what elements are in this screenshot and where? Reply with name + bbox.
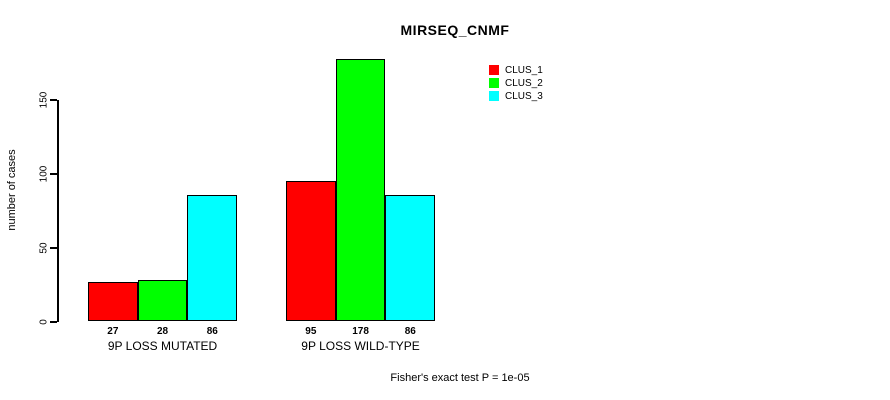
y-axis-tick <box>50 320 57 323</box>
legend-swatch <box>489 91 499 101</box>
bar-value-label: 178 <box>352 326 369 337</box>
bar-value-label: 28 <box>156 326 169 337</box>
y-axis-tick-label: 150 <box>38 91 50 109</box>
x-category-label: 9P LOSS WILD-TYPE <box>301 339 420 353</box>
legend-label: CLUS_2 <box>505 77 543 89</box>
y-axis-tick-label: 100 <box>38 165 50 183</box>
y-axis-tick-label: 0 <box>38 318 50 325</box>
bar <box>137 280 188 322</box>
bar <box>187 194 238 322</box>
bar-value-label: 27 <box>107 326 119 337</box>
y-axis-tick <box>50 246 57 249</box>
legend-swatch <box>489 65 499 75</box>
bar <box>88 281 138 322</box>
y-axis-label: number of cases <box>6 149 18 231</box>
bar <box>385 194 436 322</box>
bar-value-label: 86 <box>404 326 416 337</box>
x-category-label: 9P LOSS MUTATED <box>107 339 218 353</box>
chart-title: MIRSEQ_CNMF <box>400 22 510 38</box>
footer-annotation: Fisher's exact test P = 1e-05 <box>390 372 530 384</box>
bar <box>335 58 386 322</box>
bar-value-label: 95 <box>305 326 317 337</box>
bar-value-label: 86 <box>206 326 218 337</box>
y-axis-line <box>57 100 59 322</box>
y-axis-tick <box>50 98 57 101</box>
legend-label: CLUS_3 <box>505 90 543 102</box>
legend-item: CLUS_3 <box>489 90 543 102</box>
legend-item: CLUS_2 <box>489 77 543 89</box>
legend-swatch <box>489 78 499 88</box>
y-axis-tick <box>50 172 57 175</box>
legend-item: CLUS_1 <box>489 64 543 76</box>
legend-label: CLUS_1 <box>505 64 543 76</box>
y-axis-tick-label: 50 <box>38 242 50 254</box>
bar <box>286 181 336 322</box>
